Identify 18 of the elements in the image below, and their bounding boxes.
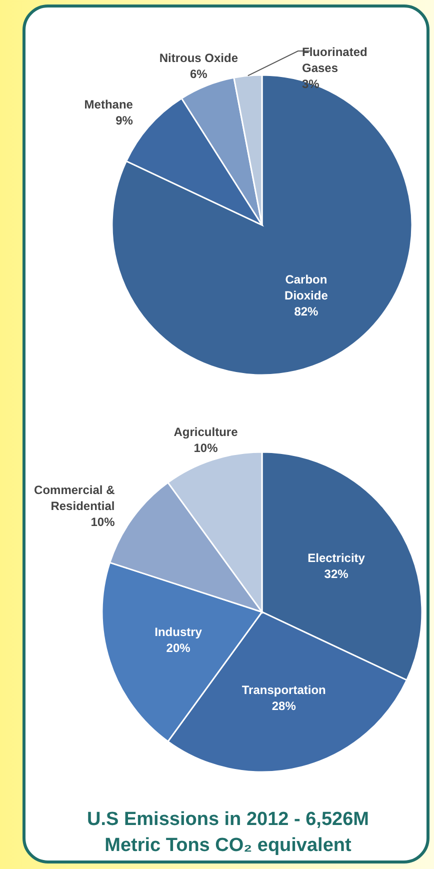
data-label: 6%: [190, 67, 208, 82]
text: U.S Emissions in 2012 - 6,526M Metric Tons CO₂ equivalent: [87, 809, 369, 856]
slice-label: Fluorinated Gases: [302, 45, 368, 75]
slice-label: Nitrous Oxide: [159, 51, 238, 66]
slice-label: Methane: [84, 97, 134, 112]
data-label: 28%: [272, 699, 296, 714]
slice-label: Commercial & Residential: [34, 483, 116, 514]
data-label: 10%: [90, 515, 116, 530]
data-label: 20%: [166, 641, 191, 656]
data-label: 32%: [324, 566, 349, 581]
slice-label: Agriculture: [174, 424, 238, 439]
slice-label: Electricity: [308, 550, 366, 565]
slice-label: Industry: [154, 625, 202, 640]
slice-label: Carbon Dioxide: [284, 272, 328, 303]
data-label: 10%: [194, 440, 218, 455]
slice-label: Transportation: [242, 683, 326, 698]
data-label: 9%: [116, 113, 134, 128]
data-label: 82%: [294, 304, 319, 319]
